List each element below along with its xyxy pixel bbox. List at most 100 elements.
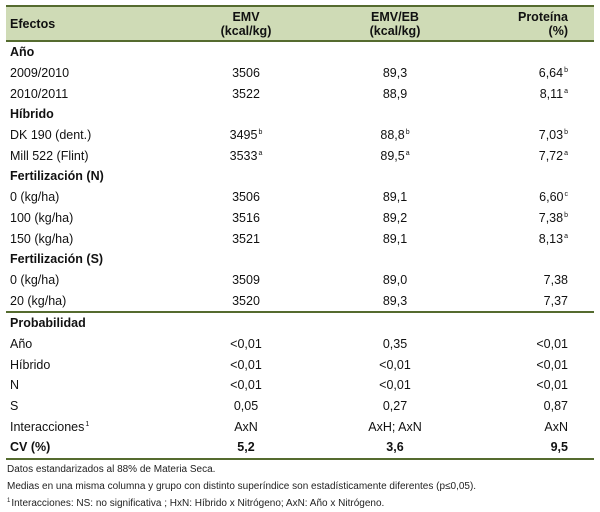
proteina-value: 8,13a [538, 231, 568, 246]
proteina-value: 6,64b [538, 66, 568, 81]
proteina-value: 6,60c [539, 190, 568, 205]
header-proteina: Proteína (%) [474, 5, 594, 42]
emv-eb-value: 89,3 [382, 66, 408, 81]
proteina-value: 7,72a [538, 148, 568, 163]
section-header-row: Fertilización (N) [6, 166, 594, 187]
emv-value: 3516 [232, 210, 260, 225]
emv-eb-value: 3,6 [316, 437, 474, 460]
row-label: N [10, 378, 20, 393]
row-label: 150 (kg/ha) [10, 231, 74, 246]
emv-eb-value: 89,5a [380, 148, 410, 163]
emv-eb-value: 89,3 [382, 293, 408, 308]
section-title: Probabilidad [6, 310, 176, 334]
empty-cell [474, 166, 594, 187]
empty-cell [316, 166, 474, 187]
proteina-value: 7,38 [543, 272, 568, 287]
proteina-value: AxN [544, 419, 568, 434]
empty-cell [316, 104, 474, 125]
emv-value: 3506 [232, 190, 260, 205]
row-label: CV (%) [6, 437, 176, 460]
results-table: Efectos EMV (kcal/kg) EMV/EB (kcal/kg) Pro… [6, 5, 594, 460]
emv-value: 3520 [232, 293, 260, 308]
emv-eb-value: 89,0 [382, 272, 408, 287]
empty-cell [176, 104, 316, 125]
probability-row: N <0,01 <0,01 <0,01 [6, 375, 594, 396]
section-header-row: Año [6, 41, 594, 63]
empty-cell [474, 310, 594, 334]
row-label: DK 190 (dent.) [10, 128, 92, 143]
emv-eb-value: 89,2 [382, 210, 408, 225]
section-header-row: Híbrido [6, 104, 594, 125]
proteina-value: <0,01 [536, 378, 568, 393]
row-label: 0 (kg/ha) [10, 190, 60, 205]
table-header: Efectos EMV (kcal/kg) EMV/EB (kcal/kg) Pro… [6, 5, 594, 42]
cv-row: CV (%) 5,2 3,6 9,5 [6, 437, 594, 460]
table-notes: Datos estandarizados al 88% de Materia S… [7, 461, 476, 512]
row-label: 0 (kg/ha) [10, 272, 60, 287]
emv-value: 0,05 [233, 399, 259, 414]
row-label: Año [10, 336, 33, 351]
table-row: 150 (kg/ha) 3521 89,1 8,13a [6, 228, 594, 249]
emv-eb-value: AxH; AxN [368, 419, 422, 434]
proteina-value: 7,37 [543, 293, 568, 308]
emv-value: <0,01 [230, 336, 262, 351]
table-row: 2009/2010 3506 89,3 6,64b [6, 63, 594, 84]
table-row: DK 190 (dent.) 3495b 88,8b 7,03b [6, 125, 594, 146]
emv-value: 5,2 [176, 437, 316, 460]
row-label: 2010/2011 [10, 86, 69, 101]
table-row: 0 (kg/ha) 3509 89,0 7,38 [6, 270, 594, 291]
section-title: Híbrido [10, 107, 54, 122]
header-emv-eb: EMV/EB (kcal/kg) [316, 5, 474, 42]
row-label: Híbrido [10, 357, 51, 372]
emv-value: 3522 [232, 86, 260, 101]
empty-cell [316, 249, 474, 270]
row-label: 20 (kg/ha) [10, 293, 67, 308]
proteina-value: 0,87 [543, 399, 568, 414]
emv-value: 3533a [229, 148, 263, 163]
empty-cell [316, 41, 474, 63]
row-label: S [10, 399, 19, 414]
emv-eb-value: 0,27 [382, 399, 408, 414]
section-title: Fertilización (S) [10, 252, 104, 267]
section-header-row: Fertilización (S) [6, 249, 594, 270]
emv-eb-value: <0,01 [379, 378, 411, 393]
emv-eb-value: <0,01 [379, 357, 411, 372]
emv-value: <0,01 [230, 357, 262, 372]
emv-value: AxN [234, 419, 258, 434]
emv-eb-value: 0,35 [382, 336, 408, 351]
table-row: Mill 522 (Flint) 3533a 89,5a 7,72a [6, 145, 594, 166]
table-row: 20 (kg/ha) 3520 89,3 7,37 [6, 290, 594, 312]
emv-value: 3509 [232, 272, 260, 287]
probability-row: Híbrido <0,01 <0,01 <0,01 [6, 354, 594, 375]
proteina-value: <0,01 [536, 357, 568, 372]
empty-cell [176, 249, 316, 270]
empty-cell [474, 249, 594, 270]
empty-cell [176, 166, 316, 187]
emv-value: 3495b [229, 128, 263, 143]
note-superscripts: Medias en una misma columna y grupo con … [7, 481, 477, 492]
probability-row: Interacciones1 AxN AxH; AxN AxN [6, 416, 594, 437]
row-label: 2009/2010 [10, 66, 70, 81]
emv-value: <0,01 [230, 378, 262, 393]
empty-cell [176, 41, 316, 63]
proteina-value: 9,5 [474, 437, 594, 460]
probability-row: Año <0,01 0,35 <0,01 [6, 334, 594, 355]
emv-value: 3506 [232, 66, 260, 81]
header-emv: EMV (kcal/kg) [176, 5, 316, 42]
header-efectos: Efectos [6, 5, 176, 42]
emv-eb-value: 88,8b [380, 128, 410, 143]
table-row: 0 (kg/ha) 3506 89,1 6,60c [6, 187, 594, 208]
table-row: 100 (kg/ha) 3516 89,2 7,38b [6, 208, 594, 229]
empty-cell [176, 310, 316, 334]
table-row: 2010/2011 3522 88,9 8,11a [6, 83, 594, 104]
emv-eb-value: 88,9 [382, 86, 408, 101]
note-standardized: Datos estandarizados al 88% de Materia S… [7, 464, 216, 475]
table-body: Año 2009/2010 3506 89,3 6,64b 2010/2011 3522 88… [6, 41, 594, 460]
section-title: Año [10, 45, 35, 60]
emv-eb-value: 89,1 [382, 231, 408, 246]
row-label: Interacciones1 [10, 419, 90, 434]
proteina-value: <0,01 [536, 336, 568, 351]
proteina-value: 7,38b [538, 210, 568, 225]
note-interactions: 1Interacciones: NS: no significativa ; H… [7, 498, 385, 509]
empty-cell [474, 104, 594, 125]
